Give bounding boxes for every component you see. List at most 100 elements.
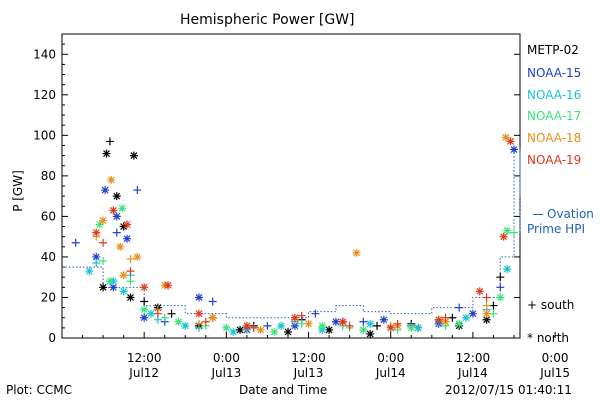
legend-item-metp02: METP-02 xyxy=(527,43,579,57)
north-marker xyxy=(123,234,132,243)
chart-title: Hemispheric Power [GW] xyxy=(180,12,355,28)
north-marker xyxy=(140,283,149,292)
north-marker xyxy=(129,151,138,160)
north-marker xyxy=(318,321,327,330)
north-marker xyxy=(379,315,388,324)
x-tick-date-label: Jul13 xyxy=(293,366,324,380)
y-tick-label: 120 xyxy=(33,88,56,102)
north-marker xyxy=(109,206,118,215)
north-marker xyxy=(510,145,518,154)
north-marker xyxy=(503,265,512,274)
south-marker xyxy=(455,303,464,312)
north-marker xyxy=(503,226,512,235)
north-marker xyxy=(126,293,135,302)
north-marker xyxy=(242,321,251,330)
model-legend-label: Ovation Prime HPI xyxy=(527,207,594,236)
legend-item-noaa18: NOAA-18 xyxy=(527,131,582,145)
north-marker xyxy=(499,232,508,241)
footer-timestamp: 2012/07/15 01:40:11 xyxy=(445,383,572,397)
north-marker xyxy=(119,222,128,231)
south-marker xyxy=(194,319,203,328)
south-marker xyxy=(393,319,402,328)
south-marker xyxy=(448,313,457,322)
south-marker xyxy=(201,317,210,326)
north-marker xyxy=(140,305,149,314)
x-tick-time-label: 0:00 xyxy=(377,351,404,365)
x-tick-date-label: Jul12 xyxy=(128,366,159,380)
north-marker xyxy=(482,309,491,318)
south-marker xyxy=(71,238,80,247)
north-marker xyxy=(112,192,121,201)
north-marker xyxy=(140,313,149,322)
north-marker xyxy=(118,204,127,213)
north-marker xyxy=(107,175,116,184)
south-marker xyxy=(126,277,135,286)
south-marker xyxy=(311,309,320,318)
north-marker xyxy=(501,133,510,142)
north-marker xyxy=(92,252,101,261)
north-marker xyxy=(123,220,132,229)
north-symbol-key: * north xyxy=(527,331,570,345)
north-marker xyxy=(236,325,245,334)
south-marker xyxy=(263,321,272,330)
north-marker xyxy=(208,313,217,322)
north-marker xyxy=(482,315,491,324)
north-marker xyxy=(434,315,443,324)
legend-item-noaa15: NOAA-15 xyxy=(527,66,582,80)
north-marker xyxy=(414,323,423,332)
south-marker xyxy=(297,319,306,328)
legend-item-noaa19: NOAA-19 xyxy=(527,153,582,167)
north-marker xyxy=(116,242,125,251)
south-marker xyxy=(489,301,498,310)
model-legend: Ovation Prime HPI xyxy=(527,207,599,237)
north-marker xyxy=(112,212,121,221)
north-marker xyxy=(455,319,464,328)
north-marker xyxy=(256,325,265,334)
north-marker xyxy=(475,287,484,296)
y-tick-label: 140 xyxy=(33,47,56,61)
north-marker xyxy=(366,319,375,328)
north-marker xyxy=(164,281,173,290)
south-marker xyxy=(496,283,505,292)
north-marker xyxy=(462,313,471,322)
north-marker xyxy=(101,186,110,195)
north-marker xyxy=(506,137,515,146)
north-marker xyxy=(284,327,292,336)
south-marker xyxy=(482,301,491,310)
north-marker xyxy=(331,317,340,326)
north-marker xyxy=(109,283,118,292)
x-tick-date-label: Jul13 xyxy=(210,366,241,380)
south-marker xyxy=(153,309,162,318)
north-marker xyxy=(194,309,203,318)
x-tick-time-label: 12:00 xyxy=(291,351,326,365)
north-marker xyxy=(352,248,361,257)
x-tick-time-label: 12:00 xyxy=(456,351,491,365)
south-marker xyxy=(105,137,114,146)
model-legend-dash xyxy=(533,214,543,215)
south-marker xyxy=(208,297,217,306)
north-marker xyxy=(99,216,108,225)
north-marker xyxy=(85,267,94,276)
south-marker xyxy=(496,273,505,282)
legend-item-noaa17: NOAA-17 xyxy=(527,109,582,123)
x-tick-date-label: Jul14 xyxy=(375,366,406,380)
north-marker xyxy=(441,317,450,326)
x-tick-date-label: Jul15 xyxy=(539,366,570,380)
north-marker xyxy=(95,220,104,229)
north-marker xyxy=(325,325,334,334)
south-marker xyxy=(99,238,108,247)
north-marker xyxy=(92,228,101,237)
south-marker xyxy=(140,297,149,306)
north-marker xyxy=(468,309,477,318)
ovation-model-line xyxy=(62,149,521,319)
south-marker xyxy=(167,309,176,318)
x-tick-time-label: 0:00 xyxy=(542,351,569,365)
y-tick-label: 40 xyxy=(41,250,56,264)
south-marker xyxy=(99,256,108,265)
north-marker xyxy=(290,321,299,330)
y-tick-label: 80 xyxy=(41,169,56,183)
north-marker xyxy=(194,293,203,302)
north-marker xyxy=(147,309,156,318)
legend-item-noaa16: NOAA-16 xyxy=(527,88,582,102)
